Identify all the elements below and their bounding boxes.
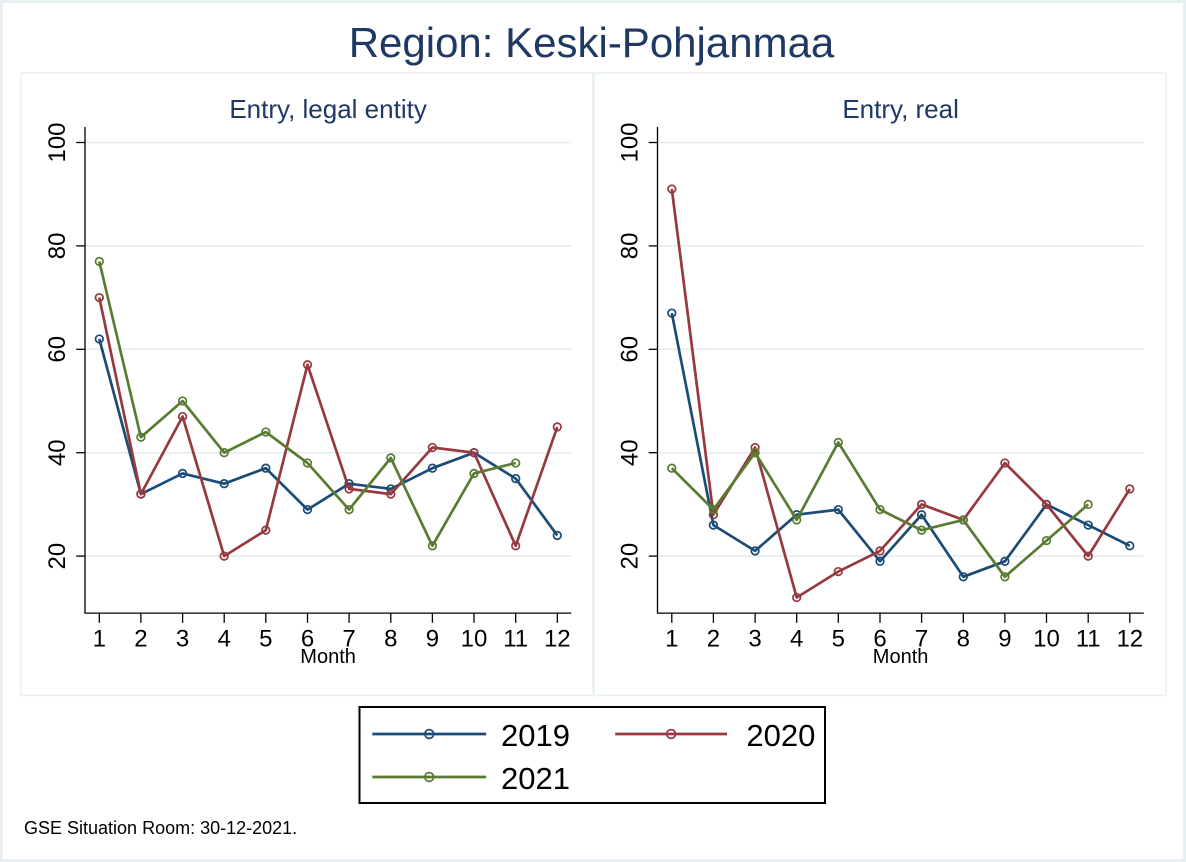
- svg-text:12: 12: [1116, 626, 1143, 653]
- svg-text:3: 3: [748, 626, 761, 653]
- svg-text:2: 2: [134, 626, 147, 653]
- svg-text:40: 40: [44, 439, 71, 466]
- svg-text:4: 4: [790, 626, 803, 653]
- svg-text:2019: 2019: [501, 718, 570, 753]
- svg-text:5: 5: [832, 626, 845, 653]
- svg-text:40: 40: [617, 439, 644, 466]
- svg-text:100: 100: [617, 122, 644, 162]
- svg-text:4: 4: [218, 626, 231, 653]
- svg-text:60: 60: [44, 336, 71, 363]
- svg-text:10: 10: [1033, 626, 1060, 653]
- svg-text:12: 12: [544, 626, 571, 653]
- svg-text:11: 11: [503, 626, 528, 653]
- svg-text:20: 20: [617, 543, 644, 570]
- svg-text:2020: 2020: [746, 718, 815, 753]
- svg-text:7: 7: [915, 626, 928, 653]
- svg-text:8: 8: [384, 626, 397, 653]
- svg-text:60: 60: [617, 336, 644, 363]
- svg-text:11: 11: [1076, 626, 1101, 653]
- svg-text:GSE Situation Room: 30-12-2021: GSE Situation Room: 30-12-2021.: [24, 818, 297, 838]
- svg-text:Entry, legal entity: Entry, legal entity: [229, 94, 427, 124]
- svg-text:9: 9: [426, 626, 439, 653]
- svg-text:100: 100: [44, 122, 71, 162]
- svg-text:9: 9: [998, 626, 1011, 653]
- svg-text:Month: Month: [873, 646, 929, 668]
- svg-text:3: 3: [176, 626, 189, 653]
- svg-text:5: 5: [259, 626, 272, 653]
- svg-text:7: 7: [342, 626, 355, 653]
- svg-text:Entry, real: Entry, real: [842, 94, 959, 124]
- svg-text:80: 80: [617, 233, 644, 260]
- svg-text:Region: Keski-Pohjanmaa: Region: Keski-Pohjanmaa: [349, 19, 835, 66]
- svg-text:2021: 2021: [501, 761, 570, 796]
- svg-text:8: 8: [957, 626, 970, 653]
- svg-text:1: 1: [93, 626, 106, 653]
- svg-text:1: 1: [665, 626, 678, 653]
- svg-text:6: 6: [301, 626, 314, 653]
- svg-text:Month: Month: [300, 646, 356, 668]
- svg-text:80: 80: [44, 233, 71, 260]
- svg-text:2: 2: [707, 626, 720, 653]
- svg-text:6: 6: [873, 626, 886, 653]
- svg-text:20: 20: [44, 543, 71, 570]
- svg-text:10: 10: [461, 626, 488, 653]
